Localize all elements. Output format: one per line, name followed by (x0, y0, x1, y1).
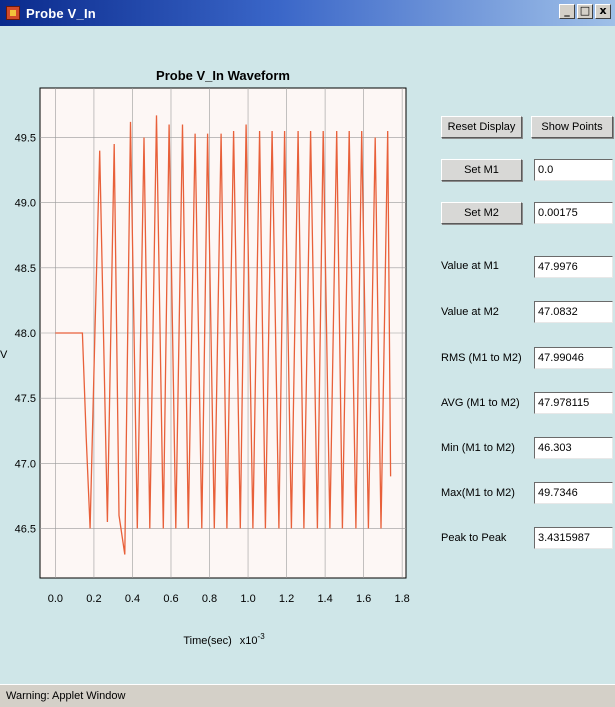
peak-to-peak-field[interactable]: 3.4315987 (534, 527, 613, 549)
x-tick-label: 1.4 (317, 593, 332, 605)
rms-label: RMS (M1 to M2) (441, 352, 522, 364)
app-icon (6, 6, 20, 20)
maximize-button[interactable]: □ (577, 4, 593, 19)
x-tick-label: 0.2 (86, 593, 101, 605)
x-axis-exponent-power: -3 (258, 632, 266, 641)
x-tick-label: 1.2 (279, 593, 294, 605)
y-tick-label: 47.0 (15, 458, 36, 470)
value-at-m1-label: Value at M1 (441, 260, 499, 272)
avg-label: AVG (M1 to M2) (441, 397, 520, 409)
x-tick-label: 1.8 (394, 593, 409, 605)
waveform-series-line (55, 115, 392, 555)
status-bar: Warning: Applet Window (0, 684, 615, 707)
x-tick-label: 0.0 (48, 593, 63, 605)
max-label: Max(M1 to M2) (441, 487, 515, 499)
y-tick-label: 47.5 (15, 393, 36, 405)
y-tick-label: 49.0 (15, 198, 36, 210)
x-axis-label-text: Time(sec) (183, 635, 231, 647)
min-label: Min (M1 to M2) (441, 442, 515, 454)
x-axis-label: Time(sec) x10-3 (183, 632, 265, 647)
reset-display-button[interactable]: Reset Display (441, 116, 522, 138)
title-bar: Probe V_In _ □ x (0, 0, 615, 26)
y-axis-label: V (0, 349, 8, 361)
max-field[interactable]: 49.7346 (534, 482, 613, 504)
window-controls: _ □ x (559, 4, 611, 19)
x-tick-label: 1.0 (240, 593, 255, 605)
peak-to-peak-label: Peak to Peak (441, 532, 507, 544)
window-title: Probe V_In (26, 5, 96, 21)
applet-client-area: 0.0 0.2 0.4 0.6 0.8 1.0 1.2 1.4 1.6 1.8 49.5 49.0 48… (0, 26, 615, 684)
grid-lines (40, 88, 406, 578)
set-m2-button[interactable]: Set M2 (441, 202, 522, 224)
x-tick-label: 1.6 (356, 593, 371, 605)
value-at-m2-label: Value at M2 (441, 306, 499, 318)
x-tick-label: 0.4 (125, 593, 140, 605)
x-tick-label: 0.8 (202, 593, 217, 605)
chart-title: Probe V_In Waveform (156, 68, 290, 83)
min-field[interactable]: 46.303 (534, 437, 613, 459)
tick-labels: 0.0 0.2 0.4 0.6 0.8 1.0 1.2 1.4 1.6 1.8 49.5 49.0 48… (15, 133, 410, 605)
show-points-button[interactable]: Show Points (531, 116, 613, 138)
value-at-m2-field[interactable]: 47.0832 (534, 301, 613, 323)
m2-field[interactable]: 0.00175 (534, 202, 613, 224)
y-tick-label: 48.5 (15, 263, 36, 275)
y-tick-label: 49.5 (15, 133, 36, 145)
y-tick-label: 48.0 (15, 328, 36, 340)
rms-field[interactable]: 47.99046 (534, 347, 613, 369)
value-at-m1-field[interactable]: 47.9976 (534, 256, 613, 278)
avg-field[interactable]: 47.978115 (534, 392, 613, 414)
minimize-button[interactable]: _ (559, 4, 575, 19)
x-tick-label: 0.6 (163, 593, 178, 605)
x-axis-exponent: x10 (240, 635, 258, 647)
waveform-chart: 0.0 0.2 0.4 0.6 0.8 1.0 1.2 1.4 1.6 1.8 49.5 49.0 48… (0, 68, 410, 647)
y-tick-label: 46.5 (15, 523, 36, 535)
set-m1-button[interactable]: Set M1 (441, 159, 522, 181)
m1-field[interactable]: 0.0 (534, 159, 613, 181)
close-button[interactable]: x (595, 4, 611, 19)
